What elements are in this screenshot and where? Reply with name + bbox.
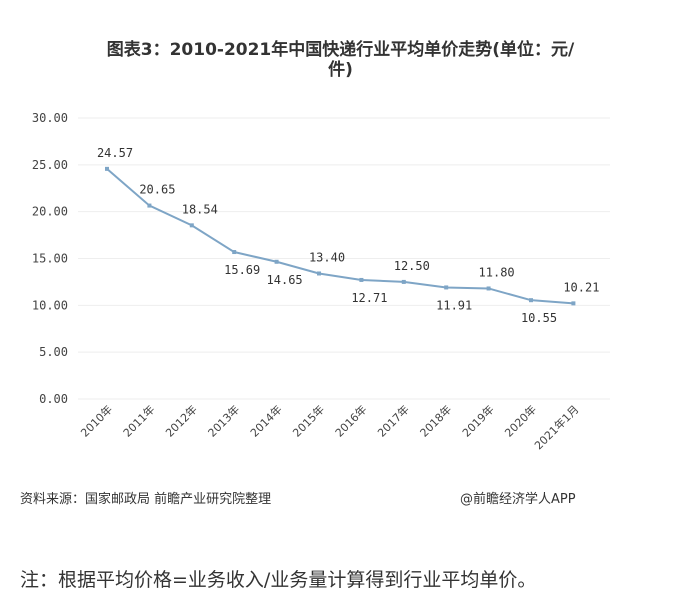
footnote: 注：根据平均价格=业务收入/业务量计算得到行业平均单价。 (20, 569, 537, 591)
data-label: 12.71 (351, 291, 387, 305)
data-point (401, 279, 406, 284)
chart-title-line1: 图表3：2010-2021年中国快递行业平均单价走势(单位：元/ (106, 40, 575, 60)
data-label: 11.91 (436, 298, 472, 312)
data-label: 11.80 (479, 265, 515, 279)
data-point (444, 285, 449, 290)
data-point (317, 271, 321, 276)
data-point (571, 301, 576, 306)
data-label: 13.40 (309, 250, 345, 264)
x-tick-label: 2021年1月 (531, 402, 581, 452)
y-tick-label: 30.00 (32, 111, 68, 125)
x-tick-label: 2020年 (502, 402, 539, 439)
x-tick-label: 2015年 (290, 402, 327, 439)
data-label: 10.21 (563, 280, 599, 294)
series-line (106, 168, 574, 305)
data-label: 24.57 (97, 146, 133, 160)
data-label: 12.50 (394, 259, 430, 273)
data-label: 15.69 (224, 263, 260, 277)
y-tick-label: 0.00 (39, 392, 68, 406)
credit-text: @前瞻经济学人APP (460, 492, 576, 507)
x-tick-label: 2017年 (374, 402, 411, 439)
y-tick-label: 5.00 (39, 345, 68, 359)
data-point (274, 259, 279, 264)
data-point (105, 166, 109, 171)
x-tick-label: 2014年 (247, 402, 284, 439)
data-label: 10.55 (521, 311, 557, 325)
data-point (232, 250, 237, 255)
data-point (529, 298, 533, 303)
x-tick-label: 2010年 (78, 402, 115, 439)
chart-title-line2: 件) (328, 60, 353, 80)
data-point (189, 223, 194, 228)
x-tick-label: 2011年 (120, 402, 157, 439)
chart-title: 图表3：2010-2021年中国快递行业平均单价走势(单位：元/ 件) (0, 40, 681, 80)
data-label: 14.65 (267, 273, 303, 287)
data-point (486, 286, 491, 291)
source-text: 资料来源：国家邮政局 前瞻产业研究院整理 (20, 492, 272, 507)
x-tick-label: 2018年 (417, 402, 454, 439)
data-point (147, 203, 152, 208)
x-tick-label: 2016年 (332, 402, 369, 439)
x-tick-label: 2019年 (459, 402, 496, 439)
x-tick-label: 2012年 (162, 402, 199, 439)
data-point (359, 277, 364, 282)
y-tick-label: 20.00 (32, 205, 68, 219)
y-tick-label: 15.00 (32, 252, 68, 266)
data-label: 18.54 (182, 202, 218, 216)
y-tick-label: 25.00 (32, 158, 68, 172)
data-label: 20.65 (139, 183, 175, 197)
x-tick-label: 2013年 (205, 402, 242, 439)
y-tick-label: 10.00 (32, 298, 68, 312)
